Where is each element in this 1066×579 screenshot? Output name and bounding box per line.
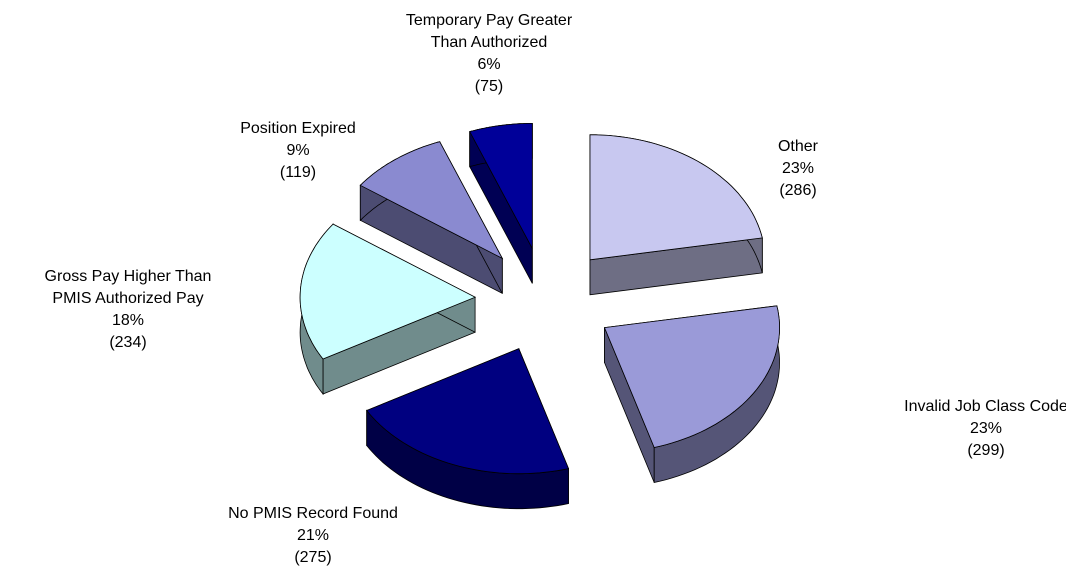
value-label: (119)	[279, 164, 317, 181]
slice-label: Temporary Pay Greater Than Authorized 6% (…	[397, 10, 582, 98]
slice-label: Other 23% (286)	[738, 136, 858, 202]
value-label: (75)	[474, 78, 504, 95]
slice	[299, 223, 477, 360]
percent-label: 9%	[286, 142, 310, 159]
value-label: (275)	[294, 549, 332, 566]
slice-label: Position Expired 9% (119)	[218, 118, 378, 184]
percent-label: 21%	[296, 527, 330, 544]
category-name: Temporary Pay Greater Than Authorized	[405, 12, 573, 51]
slice-label: No PMIS Record Found 21% (275)	[203, 503, 423, 569]
category-name: Invalid Job Class Code	[904, 398, 1066, 415]
percent-label: 23%	[969, 420, 1003, 437]
value-label: (286)	[779, 182, 817, 199]
slice-label: Invalid Job Class Code 23% (299)	[876, 396, 1066, 462]
slice	[469, 123, 533, 249]
category-name: Position Expired	[240, 120, 356, 137]
category-name: Gross Pay Higher Than PMIS Authorized Pa…	[44, 268, 212, 307]
category-name: No PMIS Record Found	[228, 505, 398, 522]
percent-label: 18%	[111, 312, 145, 329]
slice	[366, 348, 570, 475]
slice	[589, 134, 763, 261]
value-label: (299)	[967, 442, 1005, 459]
value-label: (234)	[109, 334, 147, 351]
category-name: Other	[777, 138, 818, 155]
percent-label: 6%	[477, 56, 501, 73]
slice	[359, 141, 504, 260]
slice-label: Gross Pay Higher Than PMIS Authorized Pa…	[38, 266, 218, 354]
slice	[603, 305, 780, 448]
percent-label: 23%	[781, 160, 815, 177]
